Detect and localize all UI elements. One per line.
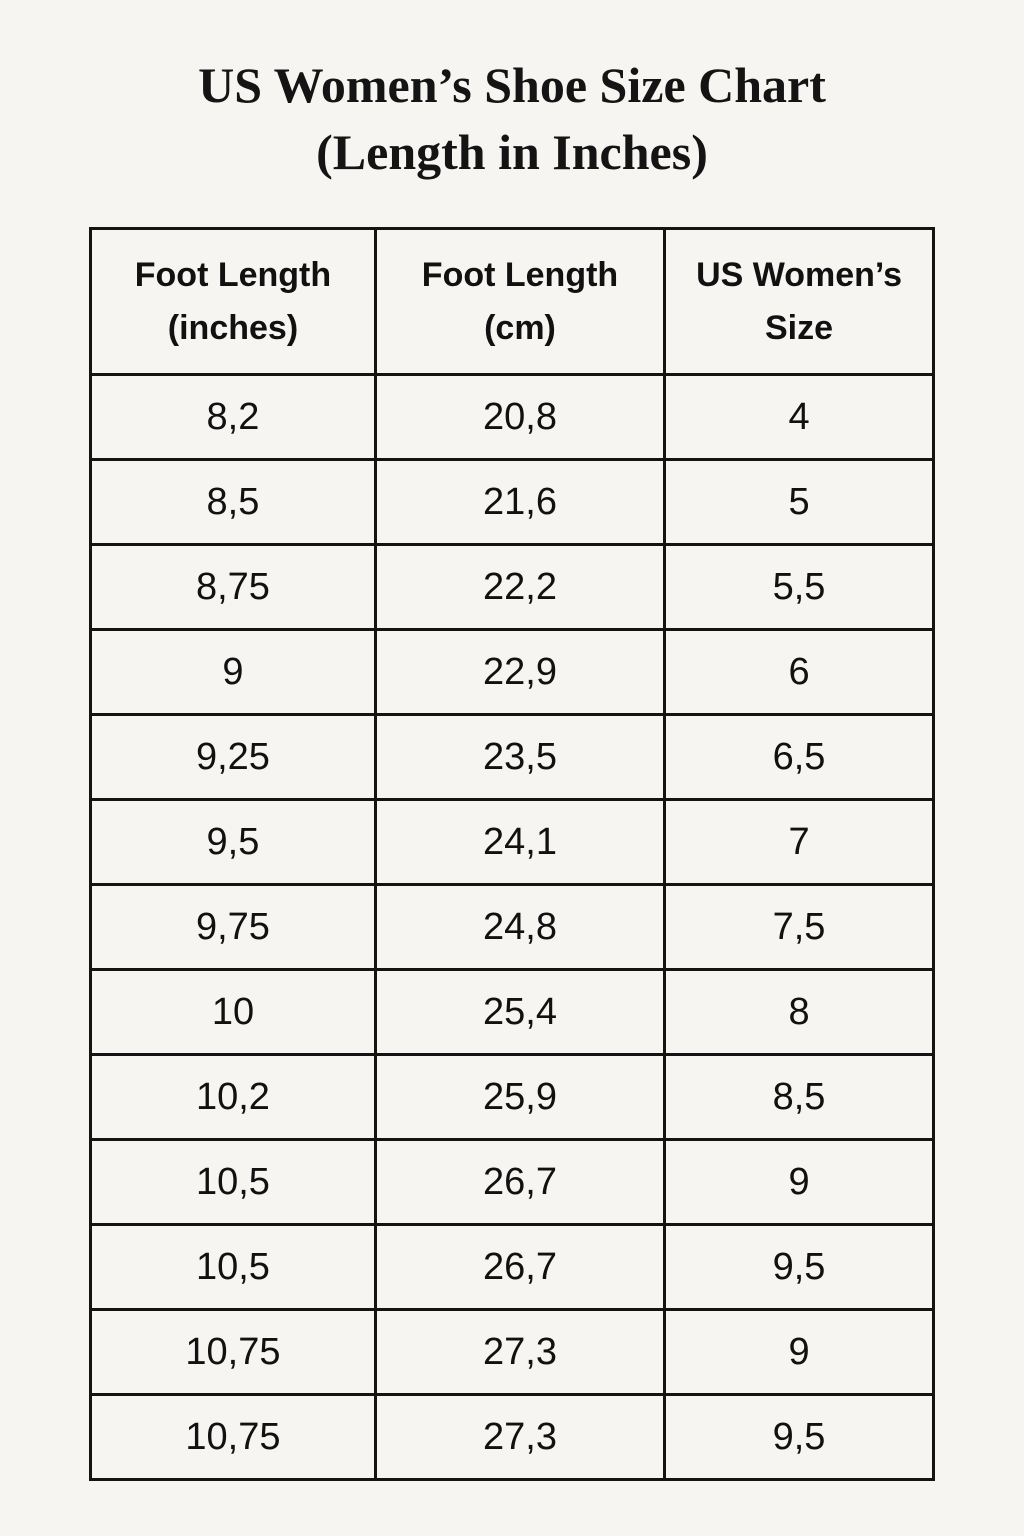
table-cell: 24,1 [373, 798, 667, 886]
table-cell: 5,5 [663, 543, 935, 631]
table-cell: 7,5 [663, 883, 935, 971]
table-row: 10 25,4 8 [89, 968, 935, 1056]
table-row: 10,75 27,3 9 [89, 1308, 935, 1396]
table-row: 10,75 27,3 9,5 [89, 1393, 935, 1481]
table-cell: 20,8 [373, 373, 667, 461]
table-cell: 8,5 [89, 458, 377, 546]
table-cell: 9 [89, 628, 377, 716]
table-row: 9,75 24,8 7,5 [89, 883, 935, 971]
table-row: 10,5 26,7 9,5 [89, 1223, 935, 1311]
table-cell: 8,75 [89, 543, 377, 631]
table-row: 8,2 20,8 4 [89, 373, 935, 461]
table-row: 9 22,9 6 [89, 628, 935, 716]
table-cell: 26,7 [373, 1223, 667, 1311]
table-body: 8,2 20,8 4 8,5 21,6 5 8,75 22,2 5,5 9 22,9 6 9,25 23,… [89, 373, 935, 1481]
table-cell: 21,6 [373, 458, 667, 546]
page-title: US Women’s Shoe Size Chart (Length in In… [0, 52, 1024, 185]
table-cell: 9,25 [89, 713, 377, 801]
table-cell: 6,5 [663, 713, 935, 801]
table-cell: 9,75 [89, 883, 377, 971]
table-cell: 10,5 [89, 1138, 377, 1226]
col-header-foot-length-inches: Foot Length (inches) [89, 227, 377, 376]
table-cell: 10,75 [89, 1393, 377, 1481]
table-cell: 5 [663, 458, 935, 546]
table-cell: 9 [663, 1308, 935, 1396]
shoe-size-table: Foot Length (inches) Foot Length (cm) US… [89, 227, 935, 1481]
table-cell: 22,2 [373, 543, 667, 631]
table-row: 8,75 22,2 5,5 [89, 543, 935, 631]
table-cell: 9,5 [663, 1223, 935, 1311]
table-cell: 9,5 [663, 1393, 935, 1481]
table-cell: 10,5 [89, 1223, 377, 1311]
table-cell: 26,7 [373, 1138, 667, 1226]
table-cell: 27,3 [373, 1393, 667, 1481]
title-line-1: US Women’s Shoe Size Chart [198, 57, 826, 113]
table-cell: 6 [663, 628, 935, 716]
table-header-row: Foot Length (inches) Foot Length (cm) US… [89, 227, 935, 376]
table-cell: 8 [663, 968, 935, 1056]
table-cell: 22,9 [373, 628, 667, 716]
table-cell: 23,5 [373, 713, 667, 801]
table-cell: 27,3 [373, 1308, 667, 1396]
table-cell: 7 [663, 798, 935, 886]
table-cell: 8,2 [89, 373, 377, 461]
table-row: 10,2 25,9 8,5 [89, 1053, 935, 1141]
table-cell: 9,5 [89, 798, 377, 886]
table-cell: 10,2 [89, 1053, 377, 1141]
table-cell: 8,5 [663, 1053, 935, 1141]
table-cell: 25,4 [373, 968, 667, 1056]
table-row: 8,5 21,6 5 [89, 458, 935, 546]
title-line-2: (Length in Inches) [316, 123, 708, 180]
table-cell: 25,9 [373, 1053, 667, 1141]
table-row: 9,5 24,1 7 [89, 798, 935, 886]
col-header-foot-length-cm: Foot Length (cm) [373, 227, 667, 376]
table-row: 10,5 26,7 9 [89, 1138, 935, 1226]
table-row: 9,25 23,5 6,5 [89, 713, 935, 801]
table-cell: 10,75 [89, 1308, 377, 1396]
table-cell: 10 [89, 968, 377, 1056]
table-cell: 9 [663, 1138, 935, 1226]
table-cell: 4 [663, 373, 935, 461]
col-header-us-womens-size: US Women’s Size [663, 227, 935, 376]
table-cell: 24,8 [373, 883, 667, 971]
